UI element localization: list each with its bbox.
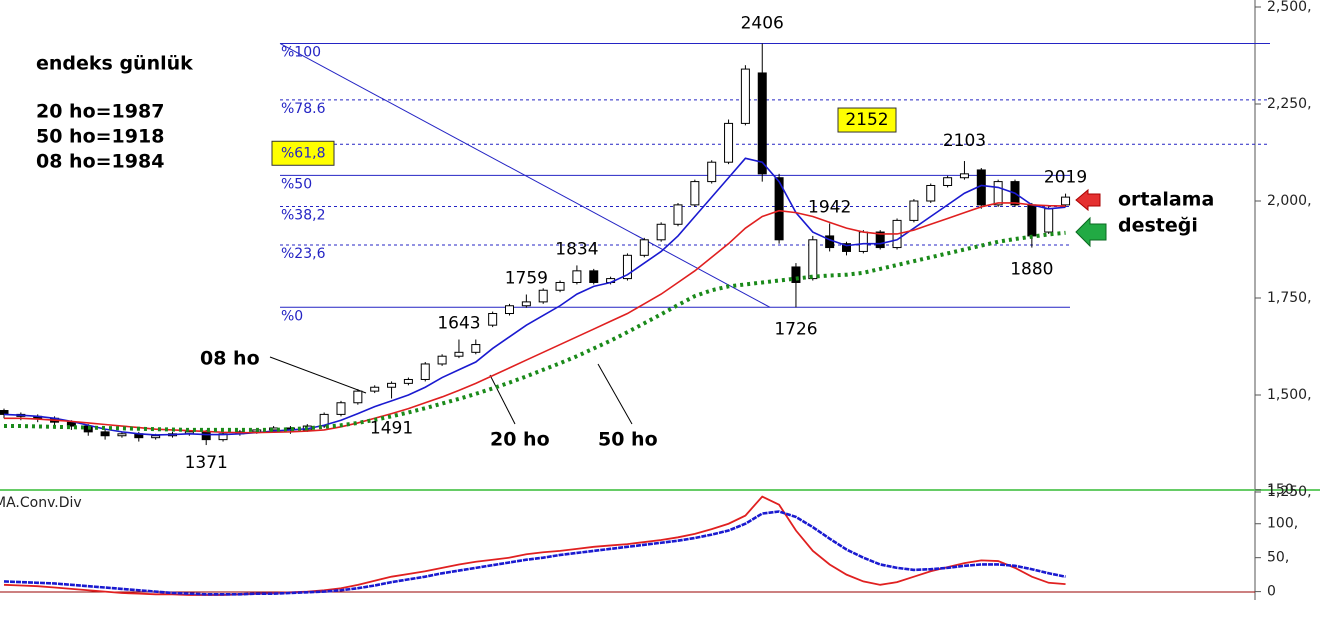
point-label: 1371 [185, 453, 228, 473]
fib-label: %0 [281, 308, 303, 324]
moving-average [3, 157, 1066, 436]
candle-body [690, 181, 700, 206]
candle-body [572, 270, 582, 283]
candle-body [673, 204, 683, 225]
candle-body [858, 231, 868, 252]
candle-body [336, 402, 346, 415]
candle-body [488, 313, 498, 326]
point-label: 1491 [370, 418, 413, 438]
candle-body [471, 344, 481, 353]
candle-body [1061, 196, 1071, 206]
support-label: ortalama [1118, 189, 1214, 211]
macd-line [3, 495, 1066, 596]
macd-line [3, 510, 1066, 596]
candle-body [774, 177, 784, 241]
candle-body [993, 181, 1003, 206]
candle-body [420, 363, 430, 380]
leader-line [597, 363, 633, 425]
candle-body [370, 386, 380, 392]
y-tick-label: 1,500, [1267, 387, 1312, 403]
series-label: 08 ho [200, 348, 260, 370]
fib-label: %50 [281, 176, 312, 192]
y-tick-label: 50, [1267, 550, 1289, 566]
candle-body [454, 351, 464, 357]
fib-highlight [271, 140, 335, 166]
fib-label: %100 [281, 44, 321, 60]
fib-label: %23,6 [281, 246, 326, 262]
point-label: 1759 [505, 269, 548, 289]
candle-body [959, 173, 969, 179]
note: 50 ho=1918 [36, 126, 164, 148]
point-label: 1942 [808, 198, 851, 218]
y-tick-label: 2,500, [1267, 0, 1312, 15]
point-label: 1643 [437, 314, 480, 334]
candle-body [1027, 204, 1037, 237]
y-tick-label: 2,000, [1267, 193, 1312, 209]
red-arrow [1075, 188, 1101, 212]
candle-body [909, 200, 919, 221]
point-label: 2019 [1044, 168, 1087, 188]
fib-label: %38,2 [281, 208, 325, 224]
leader-line [269, 356, 367, 394]
candle-body [387, 382, 397, 388]
candle-body [842, 243, 851, 252]
candle-body [589, 270, 599, 283]
candle-body [538, 289, 548, 303]
moving-average [4, 230, 1066, 432]
candle-body [740, 68, 750, 124]
fib-label: %61,8 [281, 145, 325, 161]
candle-body [707, 161, 717, 183]
y-tick-label: 1,750, [1267, 290, 1312, 306]
candle-body [808, 239, 818, 280]
point-label: 2406 [741, 13, 784, 33]
y-tick-label: 150, [1267, 482, 1298, 498]
panel-title: MA.Conv.Div [0, 495, 82, 511]
candle-body [724, 122, 734, 163]
point-label: 1726 [774, 319, 817, 339]
target-label: 2152 [845, 110, 888, 130]
fib-label: %78.6 [281, 101, 326, 117]
point-label: 1880 [1010, 260, 1053, 280]
series-label: 50 ho [598, 429, 658, 451]
candle-body [100, 431, 110, 437]
support-label: desteği [1118, 215, 1198, 237]
candle-body [117, 433, 127, 437]
candle-body [639, 239, 649, 256]
y-tick-label: 100, [1267, 516, 1298, 532]
candle-body [403, 378, 413, 384]
candle-body [1044, 208, 1054, 233]
candle-body [151, 435, 161, 439]
series-label: 20 ho [490, 429, 550, 451]
candle-body [521, 301, 531, 307]
y-tick-label: 1,250, [1267, 484, 1312, 500]
green-arrow [1075, 216, 1107, 248]
candle-body [875, 231, 885, 249]
candle-body [201, 431, 211, 441]
candle-body [791, 266, 801, 283]
candle-body [353, 390, 363, 404]
candle-body [505, 305, 514, 315]
candle-body [622, 254, 632, 280]
fib-trend [279, 43, 771, 308]
point-label: 2103 [943, 131, 986, 151]
candle-body [437, 355, 447, 365]
y-tick-label: 2,250, [1267, 96, 1312, 112]
target-box [837, 107, 897, 133]
y-tick-label: 0 [1267, 584, 1276, 600]
candle-body [555, 281, 565, 291]
candle-body [757, 72, 767, 175]
point-label: 1834 [555, 239, 598, 259]
chart-title: endeks günlük [36, 53, 193, 75]
candle-body [943, 177, 953, 186]
note: 08 ho=1984 [36, 151, 164, 173]
note: 20 ho=1987 [36, 101, 164, 123]
candle-body [656, 223, 666, 241]
leader-line [489, 374, 516, 425]
candle-body [926, 184, 936, 202]
